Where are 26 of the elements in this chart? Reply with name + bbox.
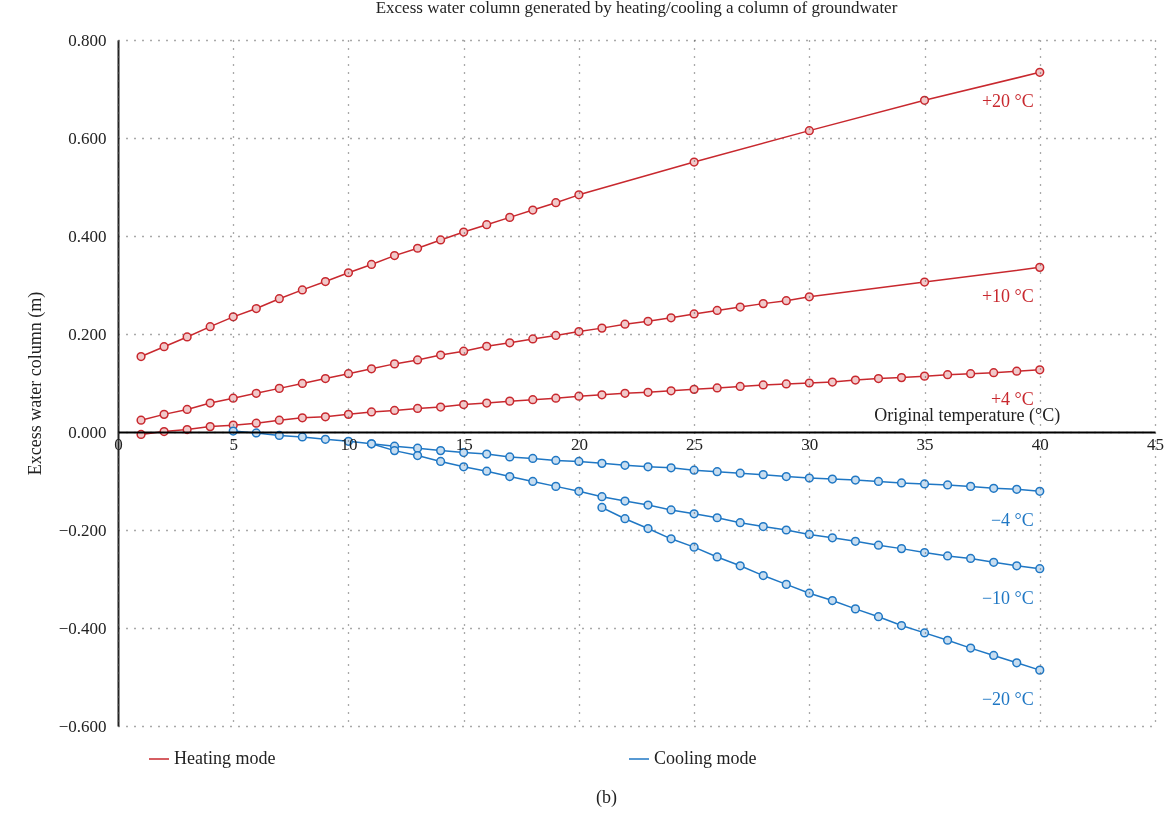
annotation: −10 °C — [981, 587, 1034, 608]
x-tick-label: 40 — [1031, 434, 1049, 454]
x-tick-label: 45 — [1147, 434, 1164, 454]
y-tick-label: −0.400 — [58, 618, 107, 638]
x-tick-label: 35 — [916, 434, 934, 454]
text: (b) — [596, 787, 617, 808]
y-tick-label: −0.600 — [58, 716, 107, 736]
annotation: −20 °C — [981, 689, 1034, 710]
annotation: −4 °C — [990, 510, 1034, 531]
annotation: +20 °C — [981, 91, 1034, 112]
y-tick-label: 0.800 — [68, 30, 107, 50]
x-tick-label: 5 — [229, 434, 238, 454]
y-tick-label: 0.600 — [68, 128, 107, 148]
x-tick-label: 25 — [686, 434, 704, 454]
annotation: +10 °C — [981, 286, 1034, 307]
x-tick-label: 15 — [455, 434, 473, 454]
chart-title: Excess water column generated by heating/cooling a column of groundwater — [375, 0, 898, 17]
legend-label: Cooling mode — [654, 748, 757, 768]
x-tick-label: 30 — [801, 434, 819, 454]
y-tick-label: 0.200 — [68, 324, 107, 344]
legend-label: Heating mode — [174, 748, 276, 768]
x-tick-label: 20 — [570, 434, 588, 454]
y-axis-title: Excess water column (m) — [24, 291, 46, 476]
y-tick-label: 0.000 — [68, 422, 107, 442]
y-tick-label: 0.400 — [68, 226, 107, 246]
y-tick-label: −0.200 — [58, 520, 107, 540]
